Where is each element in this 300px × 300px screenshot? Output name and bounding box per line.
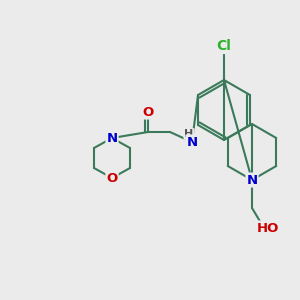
Text: O: O <box>142 106 154 118</box>
Text: H: H <box>184 129 194 139</box>
Text: N: N <box>106 131 118 145</box>
Text: N: N <box>246 173 258 187</box>
Text: HO: HO <box>257 221 279 235</box>
Text: Cl: Cl <box>217 39 231 53</box>
Text: O: O <box>106 172 118 184</box>
Text: N: N <box>186 136 198 148</box>
